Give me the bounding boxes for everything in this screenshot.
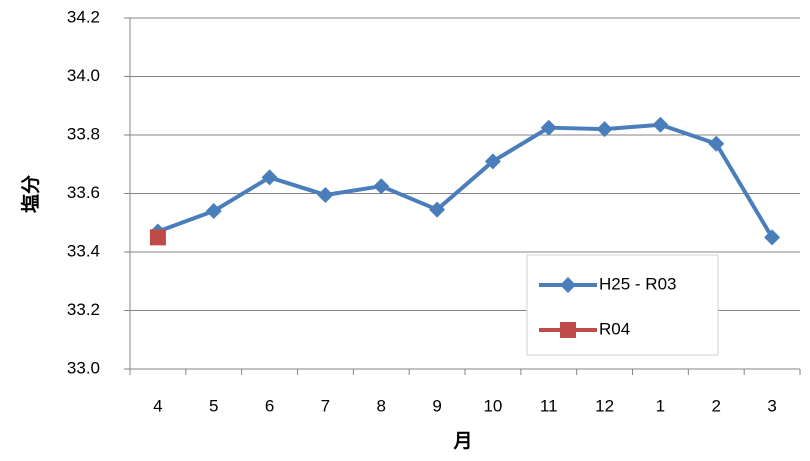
y-tick-label: 33.2: [67, 300, 100, 319]
x-axis-label: 月: [452, 431, 472, 452]
y-axis-label: 塩分: [19, 175, 42, 213]
legend-label: H25 - R03: [599, 274, 676, 293]
y-tick-label: 34.0: [67, 66, 100, 85]
marker: [261, 169, 278, 186]
marker: [540, 119, 557, 136]
marker: [429, 201, 446, 218]
x-tick-label: 10: [483, 396, 502, 415]
x-tick-label: 9: [432, 396, 441, 415]
x-tick-label: 3: [767, 396, 776, 415]
x-tick-label: 5: [209, 396, 218, 415]
marker: [596, 121, 613, 138]
marker: [149, 229, 166, 246]
marker: [560, 322, 576, 338]
x-tick-label: 11: [540, 396, 558, 415]
x-tick-label: 8: [377, 396, 386, 415]
x-tick-label: 7: [321, 396, 330, 415]
y-tick-label: 33.4: [67, 241, 100, 260]
y-tick-label: 33.8: [67, 124, 100, 143]
marker: [764, 229, 781, 246]
line: [157, 122, 774, 239]
marker: [708, 135, 725, 152]
marker: [652, 116, 669, 133]
x-tick-label: 1: [656, 396, 665, 415]
y-tick-label: 33.6: [67, 183, 100, 202]
x-tick-label: 6: [265, 396, 274, 415]
x-tick-label: 12: [595, 396, 614, 415]
y-tick-label: 33.0: [67, 358, 100, 377]
marker: [373, 178, 390, 195]
legend-box: [526, 254, 719, 356]
x-tick-label: 4: [153, 396, 162, 415]
legend-label: R04: [599, 319, 630, 338]
x-tick-label: 2: [712, 396, 721, 415]
marker: [484, 153, 501, 170]
y-tick-label: 34.2: [67, 7, 100, 26]
marker: [560, 277, 576, 293]
marker: [317, 186, 334, 203]
marker: [205, 203, 222, 220]
